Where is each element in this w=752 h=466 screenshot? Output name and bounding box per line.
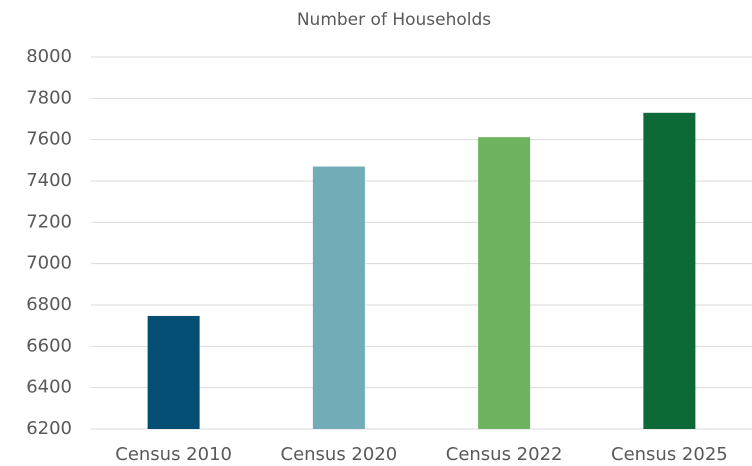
y-tick-label: 7200 [26, 211, 72, 232]
bar [312, 166, 365, 430]
y-tick-label: 6400 [26, 377, 72, 398]
y-tick-label: 6200 [26, 418, 72, 439]
x-tick-label: Census 2025 [611, 444, 728, 465]
chart-title: Number of Households [297, 10, 491, 30]
y-tick-label: 6800 [26, 294, 72, 315]
bar [478, 137, 531, 430]
x-tick-label: Census 2020 [281, 444, 398, 465]
x-tick-label: Census 2022 [446, 444, 563, 465]
y-tick-label: 6600 [26, 335, 72, 356]
bar [147, 315, 200, 429]
x-tick-label: Census 2010 [115, 444, 232, 465]
y-tick-label: 7800 [26, 87, 72, 108]
y-tick-label: 7400 [26, 170, 72, 191]
bar [643, 112, 696, 430]
y-tick-label: 7600 [26, 129, 72, 150]
y-tick-label: 7000 [26, 253, 72, 274]
y-tick-label: 8000 [26, 46, 72, 67]
